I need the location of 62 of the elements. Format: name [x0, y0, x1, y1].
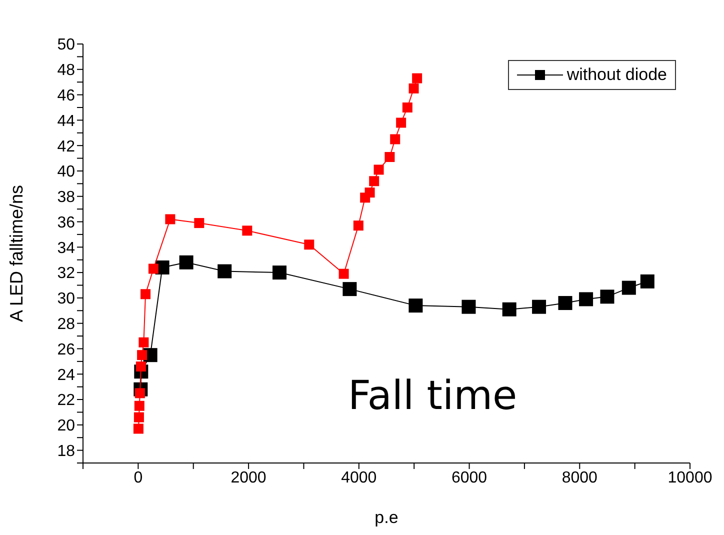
y-tick-label: 20 [57, 418, 76, 435]
point [374, 164, 384, 175]
y-tick-label: 48 [57, 62, 76, 80]
y-tick-label: 40 [57, 164, 76, 181]
y-axis-title: A LED falltime/ns [6, 184, 26, 322]
point [133, 424, 144, 434]
point [600, 290, 614, 304]
point [502, 302, 516, 316]
point [304, 240, 314, 250]
point [338, 268, 349, 279]
point [353, 220, 364, 231]
y-tick-label: 18 [57, 442, 76, 460]
x-axis-title: p.e [374, 508, 398, 527]
x-tick-label: 8000 [562, 469, 598, 486]
x-tick-label: 4000 [341, 469, 377, 486]
point [384, 152, 395, 162]
legend-label: without diode [566, 65, 667, 85]
y-tick-label: 30 [57, 290, 76, 308]
point [218, 264, 232, 278]
point [148, 264, 158, 274]
x-tick-label: 6000 [451, 469, 488, 486]
y-tick-label: 24 [57, 366, 76, 384]
point [532, 300, 546, 314]
y-tick-label: 26 [57, 341, 76, 358]
point [390, 134, 400, 144]
point [342, 282, 357, 296]
point [134, 400, 144, 411]
x-tick-label: 2000 [230, 469, 266, 486]
y-tick-label: 44 [57, 112, 76, 130]
y-tick-label: 22 [57, 392, 76, 410]
point [579, 292, 594, 306]
x-tick-label: 10000 [668, 469, 712, 486]
y-tick-label: 36 [57, 214, 76, 232]
point [558, 296, 572, 310]
point [369, 176, 380, 186]
point [408, 298, 423, 313]
point [138, 337, 149, 348]
point [179, 255, 194, 270]
y-tick-label: 32 [57, 265, 76, 282]
point [272, 266, 286, 280]
annotation: Fall time [348, 373, 518, 419]
point [408, 83, 419, 94]
point [462, 300, 476, 314]
point [622, 280, 636, 295]
point [412, 73, 422, 84]
point [140, 289, 151, 300]
point [640, 274, 654, 288]
y-tick-label: 42 [57, 138, 76, 156]
y-tick-label: 28 [57, 316, 76, 334]
point [396, 118, 406, 128]
point [402, 102, 412, 112]
point [134, 412, 144, 422]
point [137, 350, 148, 360]
x-tick-label: 0 [134, 469, 143, 486]
point [364, 188, 375, 198]
y-tick-label: 38 [57, 189, 76, 206]
y-tick-label: 46 [57, 87, 76, 104]
point [165, 214, 176, 224]
y-tick-label: 50 [57, 36, 76, 54]
point [194, 218, 204, 228]
point [242, 226, 252, 236]
y-tick-label: 34 [57, 240, 76, 257]
